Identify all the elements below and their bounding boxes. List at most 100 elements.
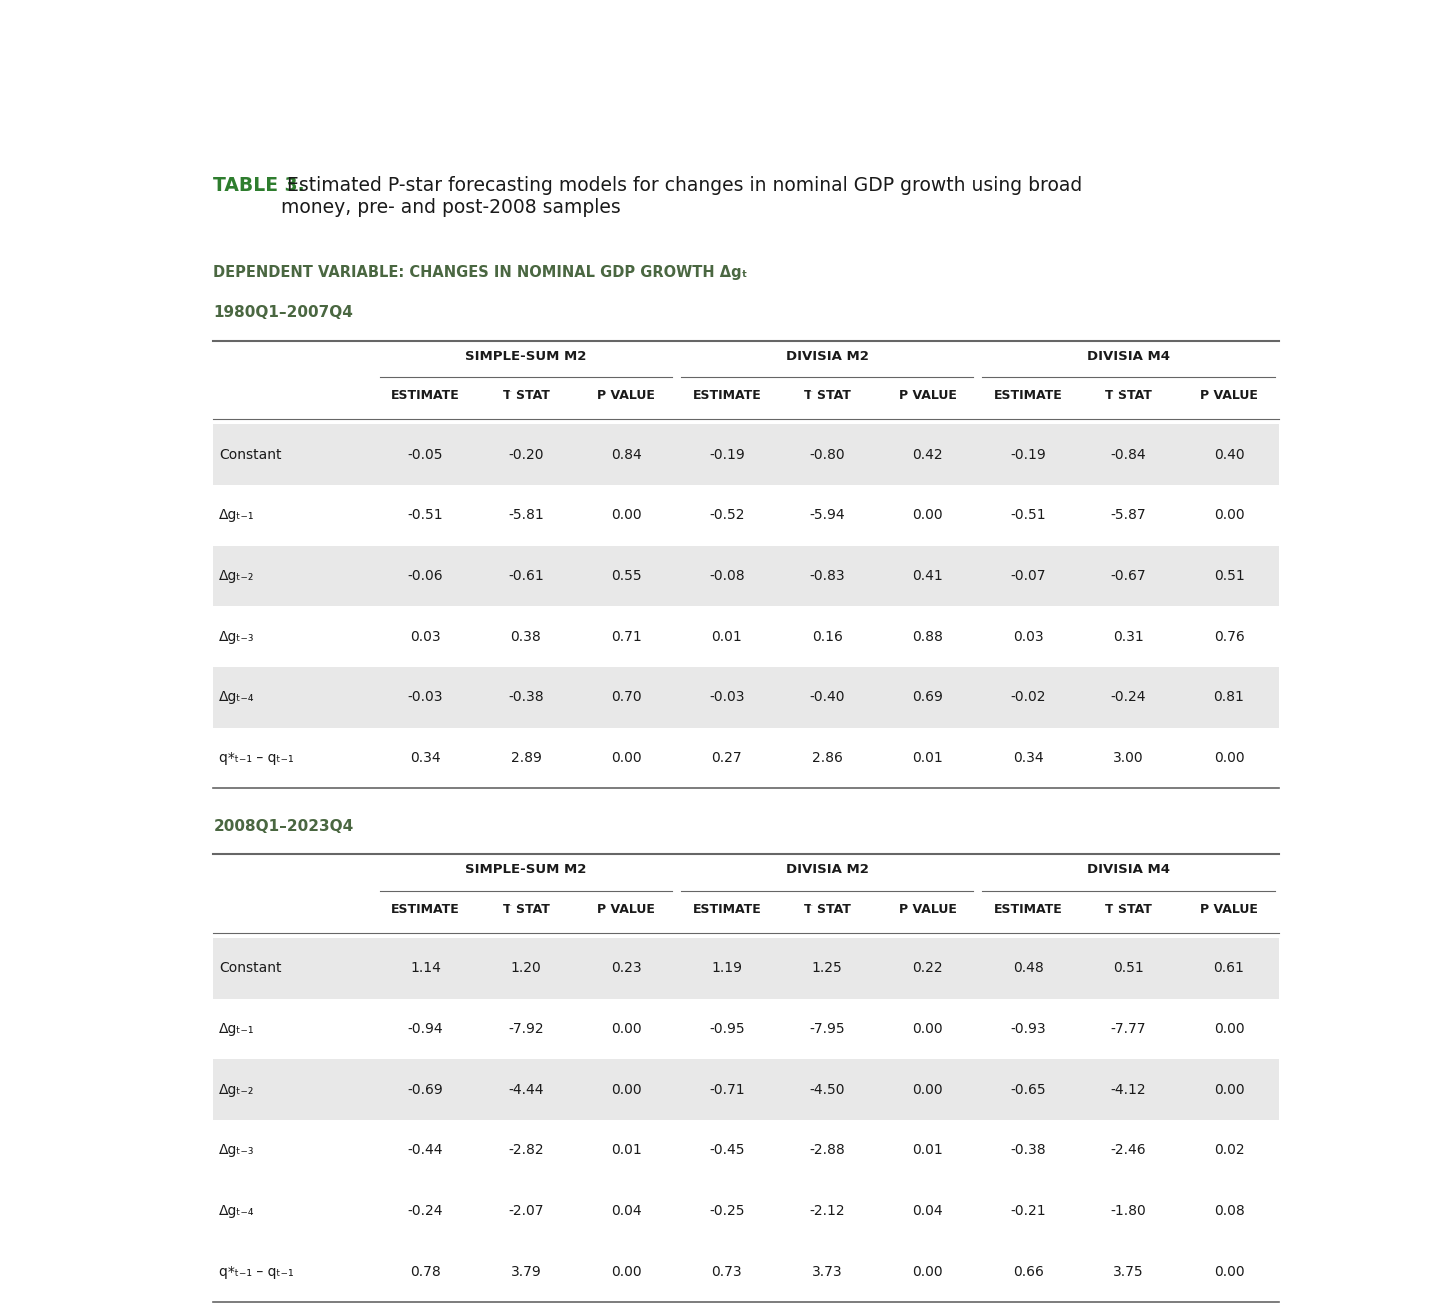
Text: 0.00: 0.00 (611, 751, 642, 765)
Text: -0.24: -0.24 (1110, 691, 1146, 705)
Text: -0.19: -0.19 (708, 448, 744, 462)
Text: -0.71: -0.71 (708, 1083, 744, 1096)
Text: 0.84: 0.84 (611, 448, 642, 462)
Text: -2.12: -2.12 (809, 1204, 845, 1218)
Text: -0.67: -0.67 (1110, 569, 1146, 583)
Bar (213, 937, 1279, 999)
Text: 0.00: 0.00 (1214, 1022, 1244, 1036)
Text: P VALUE: P VALUE (598, 902, 655, 915)
Text: -0.44: -0.44 (408, 1144, 444, 1157)
Text: 0.00: 0.00 (611, 1083, 642, 1096)
Text: 0.48: 0.48 (1012, 961, 1044, 976)
Text: -0.45: -0.45 (708, 1144, 744, 1157)
Text: 0.70: 0.70 (611, 691, 642, 705)
Text: SIMPLE-SUM M2: SIMPLE-SUM M2 (465, 863, 586, 876)
Text: 0.00: 0.00 (913, 1083, 943, 1096)
Text: ESTIMATE: ESTIMATE (392, 902, 459, 915)
Bar (213, 546, 1279, 607)
Text: 0.42: 0.42 (913, 448, 943, 462)
Text: 0.34: 0.34 (1012, 751, 1044, 765)
Text: Constant: Constant (219, 448, 282, 462)
Text: 0.66: 0.66 (1012, 1264, 1044, 1279)
Text: Δgₜ₋₁: Δgₜ₋₁ (219, 508, 255, 523)
Text: -0.84: -0.84 (1110, 448, 1146, 462)
Text: -0.25: -0.25 (708, 1204, 744, 1218)
Text: 0.73: 0.73 (711, 1264, 742, 1279)
Text: 1980Q1–2007Q4: 1980Q1–2007Q4 (213, 305, 353, 320)
Text: 0.02: 0.02 (1214, 1144, 1244, 1157)
Text: -2.07: -2.07 (508, 1204, 544, 1218)
Text: 0.04: 0.04 (913, 1204, 943, 1218)
Text: 1.25: 1.25 (812, 961, 842, 976)
Text: Δgₜ₋₁: Δgₜ₋₁ (219, 1022, 255, 1036)
Text: 0.38: 0.38 (511, 630, 541, 643)
Text: T: T (809, 902, 818, 915)
Text: T: T (508, 389, 517, 402)
Text: P VALUE: P VALUE (899, 389, 956, 402)
Text: -4.44: -4.44 (508, 1083, 544, 1096)
Text: -7.92: -7.92 (508, 1022, 544, 1036)
Text: 0.41: 0.41 (913, 569, 943, 583)
Text: P VALUE: P VALUE (598, 389, 655, 402)
Text: T STAT: T STAT (804, 902, 851, 915)
Text: -0.20: -0.20 (508, 448, 544, 462)
Text: -0.19: -0.19 (1011, 448, 1045, 462)
Text: -7.77: -7.77 (1110, 1022, 1146, 1036)
Text: -0.95: -0.95 (708, 1022, 744, 1036)
Text: -0.38: -0.38 (1011, 1144, 1045, 1157)
Text: P VALUE: P VALUE (899, 902, 956, 915)
Text: DIVISIA M2: DIVISIA M2 (786, 349, 868, 362)
Text: -0.06: -0.06 (408, 569, 444, 583)
Text: DIVISIA M2: DIVISIA M2 (786, 863, 868, 876)
Text: ESTIMATE: ESTIMATE (392, 389, 459, 402)
Text: 0.01: 0.01 (913, 1144, 943, 1157)
Text: -0.65: -0.65 (1011, 1083, 1045, 1096)
Text: P VALUE: P VALUE (1200, 902, 1259, 915)
Text: 0.01: 0.01 (913, 751, 943, 765)
Text: DEPENDENT VARIABLE: CHANGES IN NOMINAL GDP GROWTH Δgₜ: DEPENDENT VARIABLE: CHANGES IN NOMINAL G… (213, 265, 747, 280)
Text: Δgₜ₋₄: Δgₜ₋₄ (219, 1204, 255, 1218)
Text: 0.23: 0.23 (611, 961, 642, 976)
Bar (213, 667, 1279, 727)
Text: -7.95: -7.95 (809, 1022, 845, 1036)
Text: 0.31: 0.31 (1113, 630, 1143, 643)
Text: Δgₜ₋₃: Δgₜ₋₃ (219, 630, 255, 643)
Text: 0.71: 0.71 (611, 630, 642, 643)
Text: 1.14: 1.14 (410, 961, 441, 976)
Text: DIVISIA M4: DIVISIA M4 (1087, 863, 1171, 876)
Text: 0.55: 0.55 (611, 569, 642, 583)
Text: -2.82: -2.82 (508, 1144, 544, 1157)
Text: 3.79: 3.79 (511, 1264, 541, 1279)
Text: 0.00: 0.00 (1214, 1264, 1244, 1279)
Text: -0.03: -0.03 (708, 691, 744, 705)
Text: 2008Q1–2023Q4: 2008Q1–2023Q4 (213, 819, 354, 834)
Text: 0.40: 0.40 (1214, 448, 1244, 462)
Text: 0.00: 0.00 (611, 508, 642, 523)
Text: -0.83: -0.83 (809, 569, 845, 583)
Text: -0.61: -0.61 (508, 569, 544, 583)
Text: TABLE 3.: TABLE 3. (213, 176, 305, 194)
Text: -0.94: -0.94 (408, 1022, 444, 1036)
Text: T STAT: T STAT (1104, 902, 1152, 915)
Text: DIVISIA M4: DIVISIA M4 (1087, 349, 1171, 362)
Text: T STAT: T STAT (1104, 389, 1152, 402)
Text: 3.00: 3.00 (1113, 751, 1143, 765)
Text: ESTIMATE: ESTIMATE (693, 389, 762, 402)
Text: 0.22: 0.22 (913, 961, 943, 976)
Text: 0.27: 0.27 (711, 751, 742, 765)
Text: 0.01: 0.01 (711, 630, 742, 643)
Text: -0.93: -0.93 (1011, 1022, 1045, 1036)
Text: 0.69: 0.69 (913, 691, 943, 705)
Text: 0.81: 0.81 (1214, 691, 1244, 705)
Text: ESTIMATE: ESTIMATE (994, 902, 1063, 915)
Text: 0.00: 0.00 (1214, 508, 1244, 523)
Text: -2.46: -2.46 (1110, 1144, 1146, 1157)
Text: 0.04: 0.04 (611, 1204, 642, 1218)
Text: 0.03: 0.03 (410, 630, 441, 643)
Text: 1.19: 1.19 (711, 961, 743, 976)
Text: -0.69: -0.69 (408, 1083, 444, 1096)
Text: -0.80: -0.80 (809, 448, 845, 462)
Text: 0.51: 0.51 (1113, 961, 1143, 976)
Text: 0.51: 0.51 (1214, 569, 1244, 583)
Text: 0.00: 0.00 (1214, 751, 1244, 765)
